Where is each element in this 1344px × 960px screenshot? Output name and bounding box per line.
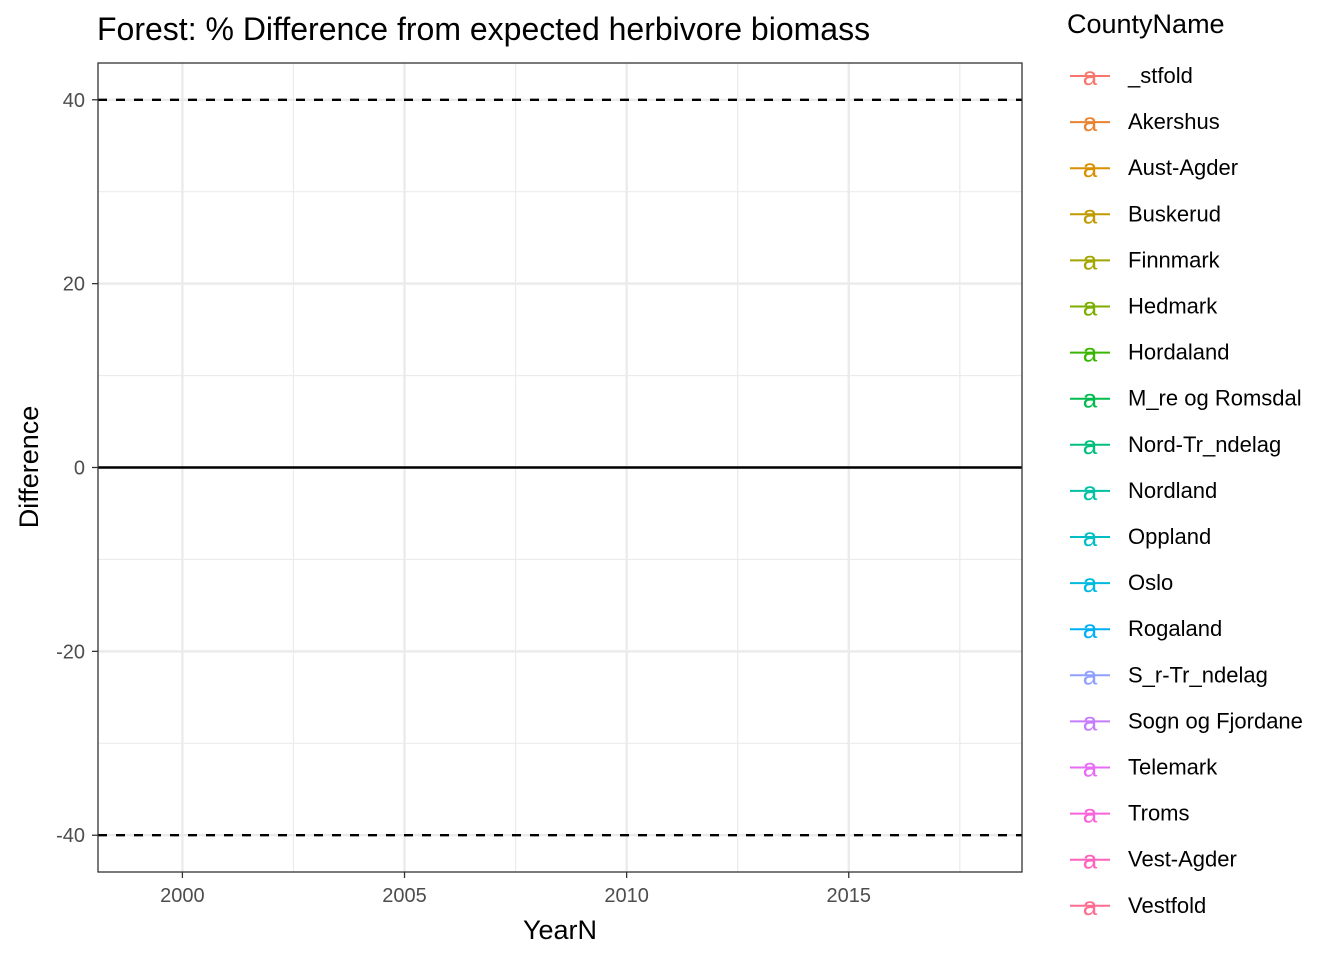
legend-item: a Hordaland [1070,338,1230,368]
y-tick-label: -20 [56,641,85,663]
legend-label: _stfold [1127,63,1193,88]
legend-key-glyph: a [1083,153,1098,183]
legend-key-glyph: a [1083,107,1098,137]
legend-label: Troms [1128,801,1190,826]
legend-key-glyph: a [1083,799,1098,829]
x-tick-label: 2000 [160,885,205,907]
y-axis-title: Difference [14,406,44,529]
legend-key-glyph: a [1083,660,1098,690]
x-tick-label: 2005 [382,885,427,907]
legend-item: a _stfold [1070,61,1193,91]
legend-item: a Troms [1070,799,1190,829]
legend-key-glyph: a [1083,199,1098,229]
legend-item: a Aust-Agder [1070,153,1238,183]
legend-label: Finnmark [1128,247,1221,272]
y-tick-label: 20 [63,274,85,296]
legend-label: Hedmark [1128,294,1218,319]
legend-label: Oslo [1128,570,1173,595]
legend-item: a Sogn og Fjordane [1070,706,1303,736]
legend-key-glyph: a [1083,845,1098,875]
legend-key-glyph: a [1083,753,1098,783]
legend-item: a M_re og Romsdal [1070,384,1302,414]
legend-item: a Oslo [1070,568,1173,598]
legend-label: Rogaland [1128,616,1222,641]
y-tick-label: -40 [56,825,85,847]
legend-item: a Vest-Agder [1070,845,1237,875]
legend-item: a Finnmark [1070,245,1221,275]
legend-label: S_r-Tr_ndelag [1128,662,1268,687]
legend-key-glyph: a [1083,338,1098,368]
legend-item: a Buskerud [1070,199,1221,229]
x-tick-label: 2015 [827,885,872,907]
legend-label: Akershus [1128,109,1220,134]
legend-item: a S_r-Tr_ndelag [1070,660,1268,690]
legend-item: a Telemark [1070,753,1218,783]
x-axis: 2000 2005 2010 2015 [160,872,871,907]
x-axis-title: YearN [523,915,597,945]
legend-label: Aust-Agder [1128,155,1238,180]
legend-label: Nordland [1128,478,1217,503]
legend-item: a Nordland [1070,476,1217,506]
legend-key-glyph: a [1083,476,1098,506]
x-tick-label: 2010 [604,885,649,907]
legend-label: Vestfold [1128,893,1206,918]
legend-label: Telemark [1128,755,1218,780]
legend-item: a Nord-Tr_ndelag [1070,430,1281,460]
legend-key-glyph: a [1083,891,1098,921]
legend-key-glyph: a [1083,614,1098,644]
legend-item: a Rogaland [1070,614,1222,644]
legend-label: M_re og Romsdal [1128,386,1302,411]
legend-key-glyph: a [1083,292,1098,322]
legend-item: a Oppland [1070,522,1211,552]
plot-panel [97,62,1023,873]
legend-key-glyph: a [1083,706,1098,736]
legend-label: Vest-Agder [1128,847,1237,872]
legend-item: a Akershus [1070,107,1220,137]
legend-key-glyph: a [1083,522,1098,552]
y-axis: 40 20 0 -20 -40 [56,90,98,847]
legend-label: Oppland [1128,524,1211,549]
legend-key-glyph: a [1083,568,1098,598]
legend-key-glyph: a [1083,384,1098,414]
legend-label: Nord-Tr_ndelag [1128,432,1281,457]
legend-key-glyph: a [1083,245,1098,275]
legend-key-glyph: a [1083,61,1098,91]
legend-title: CountyName [1067,9,1225,39]
legend-label: Buskerud [1128,201,1221,226]
legend-label: Sogn og Fjordane [1128,708,1303,733]
chart-title: Forest: % Difference from expected herbi… [97,11,870,47]
legend-key-glyph: a [1083,430,1098,460]
legend-label: Hordaland [1128,340,1230,365]
y-tick-label: 0 [74,458,85,480]
legend-item: a Vestfold [1070,891,1206,921]
y-tick-label: 40 [63,90,85,112]
legend-item: a Hedmark [1070,292,1218,322]
